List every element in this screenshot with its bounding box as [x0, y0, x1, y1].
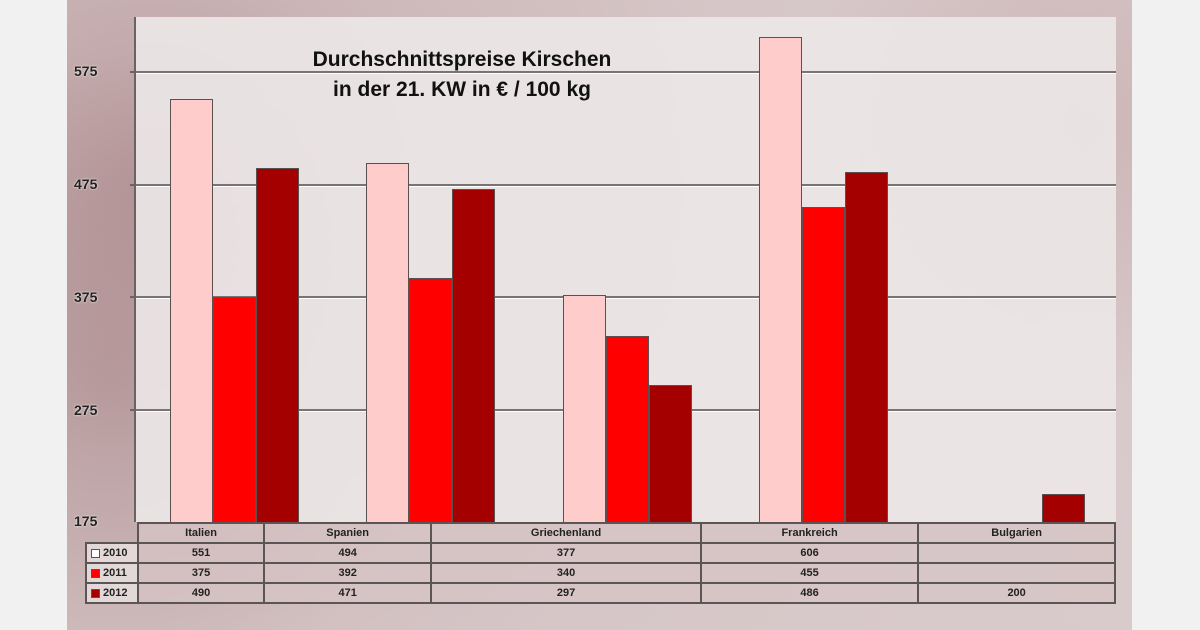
bar-frankreich-2011 [802, 207, 846, 522]
table-cell: 606 [699, 542, 920, 564]
table-cell [917, 562, 1116, 584]
legend-entry-2012: 2012 [85, 582, 139, 604]
table-cell: 297 [430, 582, 702, 604]
table-cell: 455 [699, 562, 920, 584]
legend-label: 2012 [103, 587, 128, 599]
bar-griechenland-2011 [605, 336, 649, 522]
y-tick-mark [130, 408, 136, 411]
data-table: Italien Spanien Griechenland Frankreich … [85, 522, 1116, 604]
table-cell: 490 [136, 582, 266, 604]
gridline [136, 71, 1116, 73]
bar-italien-2011 [213, 297, 256, 522]
table-cell: 200 [917, 582, 1116, 604]
bar-spanien-2010 [366, 163, 410, 522]
table-cell: 377 [430, 542, 702, 564]
bar-bulgarien-2012 [1041, 493, 1085, 522]
bar-griechenland-2012 [648, 384, 692, 522]
data-table-corner [86, 523, 139, 544]
legend-swatch-icon [91, 548, 100, 558]
table-cell: 340 [430, 562, 702, 584]
y-tick-mark [130, 71, 136, 73]
y-tick-mark [130, 296, 136, 298]
table-cell: 494 [263, 542, 433, 564]
bar-italien-2010 [170, 99, 213, 522]
chart-title-line-2: in der 21. KW in € / 100 kg [333, 78, 591, 101]
chart-title: Durchschnittspreise Kirschen in der 21. … [312, 45, 612, 105]
category-label: Bulgarien [917, 522, 1116, 544]
category-label: Frankreich [699, 522, 920, 544]
bar-spanien-2011 [409, 277, 453, 522]
legend-entry-2010: 2010 [85, 542, 139, 564]
y-tick-mark [130, 183, 136, 186]
y-tick-label: 575 [74, 63, 98, 79]
category-label: Griechenland [430, 522, 702, 544]
table-cell: 375 [136, 562, 266, 584]
y-tick-label: 375 [74, 289, 98, 305]
bar-frankreich-2012 [845, 172, 889, 522]
data-table-row: 2010 551 494 377 606 [85, 542, 1116, 564]
y-tick-label: 475 [74, 176, 98, 192]
bar-spanien-2012 [452, 189, 496, 522]
table-cell: 486 [699, 582, 920, 604]
plot-area: Durchschnittspreise Kirschen in der 21. … [130, 17, 1116, 522]
chart-title-line-1: Durchschnittspreise Kirschen [312, 48, 612, 71]
data-table-row: 2012 490 471 297 486 200 [85, 582, 1116, 604]
table-cell: 392 [263, 562, 433, 584]
table-cell [917, 542, 1116, 564]
category-label: Spanien [263, 522, 433, 544]
gridline [136, 183, 1116, 186]
legend-label: 2010 [103, 547, 128, 559]
data-table-header-row: Italien Spanien Griechenland Frankreich … [86, 522, 1116, 544]
chart-frame: 575 475 375 275 175 Durchschnittspreise … [67, 0, 1132, 630]
legend-label: 2011 [103, 567, 127, 579]
gridline [136, 296, 1116, 298]
table-cell: 471 [263, 582, 433, 604]
legend-entry-2011: 2011 [85, 562, 139, 584]
table-cell: 551 [136, 542, 266, 564]
y-tick-label: 275 [74, 402, 98, 418]
legend-swatch-icon [91, 588, 100, 598]
data-table-row: 2011 375 392 340 455 [85, 562, 1116, 584]
category-label: Italien [136, 522, 266, 544]
bar-frankreich-2010 [759, 37, 803, 522]
legend-swatch-icon [91, 568, 100, 578]
bar-italien-2012 [256, 167, 299, 522]
bar-griechenland-2010 [562, 294, 606, 522]
